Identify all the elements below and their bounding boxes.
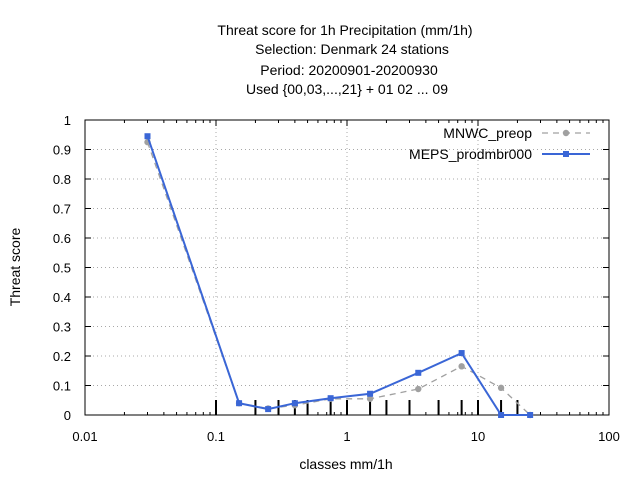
x-tick-label: 10	[471, 429, 485, 444]
data-point	[458, 363, 465, 370]
legend: MNWC_preop MEPS_prodmbr000	[409, 125, 590, 162]
y-axis-ticks: 0 0.1 0.2 0.3 0.4 0.5 0.6 0.7 0.8 0.9 1	[53, 113, 609, 423]
title-line-1: Threat score for 1h Precipitation (mm/1h…	[217, 22, 472, 38]
legend-label: MEPS_prodmbr000	[409, 146, 532, 162]
chart-title: Threat score for 1h Precipitation (mm/1h…	[217, 22, 472, 97]
title-line-2: Selection: Denmark 24 stations	[255, 41, 449, 57]
data-point	[265, 406, 272, 413]
y-tick-label: 0.3	[53, 320, 71, 335]
data-point	[366, 395, 374, 402]
y-tick-label: 0.5	[53, 261, 71, 276]
data-point	[527, 412, 534, 418]
y-tick-label: 0.1	[53, 379, 71, 394]
y-tick-label: 1	[64, 113, 71, 128]
x-tick-label: 1	[343, 429, 350, 444]
grid-lines	[85, 120, 609, 415]
x-tick-label: 0.1	[207, 429, 225, 444]
y-tick-label: 0	[64, 408, 71, 423]
legend-marker	[563, 151, 569, 157]
legend-label: MNWC_preop	[443, 125, 532, 141]
x-axis-ticks: 0.01 0.1 1 10 100	[72, 120, 620, 444]
data-point	[367, 390, 374, 397]
y-tick-label: 0.2	[53, 349, 71, 364]
series-MEPS_prodmbr000	[144, 133, 534, 418]
y-tick-label: 0.8	[53, 172, 71, 187]
series-layer	[144, 133, 534, 419]
y-tick-label: 0.4	[53, 290, 71, 305]
series-MNWC_preop	[144, 138, 534, 419]
x-tick-label: 100	[598, 429, 620, 444]
data-point	[415, 385, 422, 393]
legend-marker	[562, 129, 570, 137]
data-point	[327, 395, 334, 402]
title-line-4: Used {00,03,...,21} + 01 02 ... 09	[246, 81, 448, 97]
series-line	[146, 141, 531, 416]
y-tick-label: 0.6	[53, 231, 71, 246]
data-point	[291, 400, 298, 407]
title-line-3: Period: 20200901-20200930	[260, 62, 438, 78]
data-point	[236, 400, 243, 407]
data-point	[497, 384, 505, 392]
y-tick-label: 0.7	[53, 202, 71, 217]
x-axis-label: classes mm/1h	[299, 456, 392, 472]
data-point	[144, 133, 151, 140]
series-line	[146, 135, 531, 416]
data-point	[415, 369, 422, 376]
data-point	[498, 412, 505, 418]
y-axis-label: Threat score	[7, 227, 23, 306]
data-point	[458, 350, 465, 357]
x-tick-label: 0.01	[72, 429, 97, 444]
y-tick-label: 0.9	[53, 143, 71, 158]
